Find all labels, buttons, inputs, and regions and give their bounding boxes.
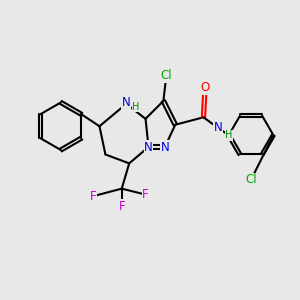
Text: N: N [160, 140, 169, 154]
Text: H: H [225, 130, 232, 140]
Text: Cl: Cl [160, 69, 172, 82]
Text: N: N [214, 121, 223, 134]
Text: F: F [90, 190, 97, 202]
Text: Cl: Cl [245, 173, 257, 186]
Text: F: F [142, 188, 149, 201]
Text: O: O [200, 81, 210, 94]
Text: H: H [132, 102, 140, 112]
Text: F: F [118, 200, 125, 213]
Text: N: N [144, 140, 153, 154]
Text: N: N [122, 96, 130, 109]
